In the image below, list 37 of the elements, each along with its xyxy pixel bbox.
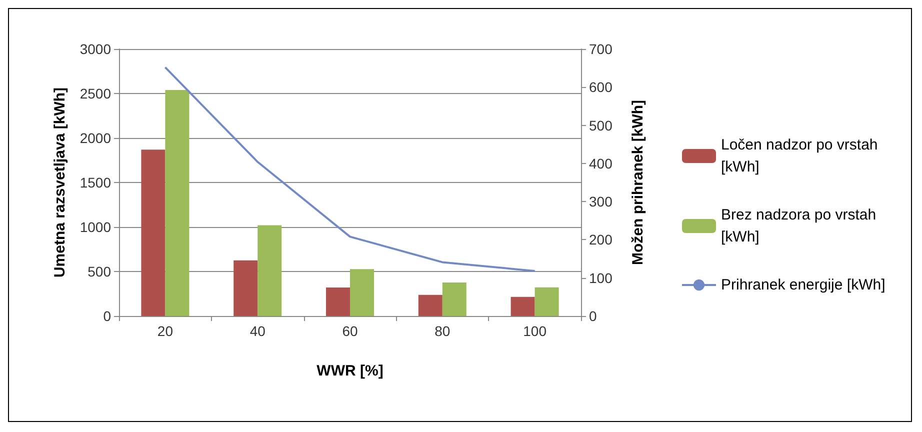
y2-tick-label: 300 <box>589 194 613 210</box>
legend-label: Ločen nadzor po vrstah [kWh] <box>721 136 882 176</box>
y-tick-label: 2500 <box>80 86 112 102</box>
y2-axis-title: Možen prihranek [kWh] <box>630 100 646 266</box>
y2-tick-label: 400 <box>589 155 613 172</box>
bar <box>510 296 535 316</box>
y-axis-title: Umetna razsvetljava [kWh] <box>51 87 68 278</box>
bar <box>165 90 190 316</box>
y-tick-label: 2000 <box>80 130 112 146</box>
legend-label: Brez nadzora po vrstah [kWh] <box>721 206 880 246</box>
y2-tick-label: 100 <box>589 270 613 286</box>
bar <box>258 225 282 316</box>
bar <box>141 150 166 316</box>
line-series <box>164 66 536 272</box>
x-tick-label: 60 <box>342 323 358 339</box>
bar <box>534 287 559 316</box>
x-tick-label: 40 <box>250 323 266 339</box>
y-tick-label: 3000 <box>80 41 112 57</box>
y-tick-label: 500 <box>88 264 112 280</box>
bar <box>234 260 258 316</box>
bar <box>442 282 466 316</box>
y2-tick-label: 500 <box>589 117 613 134</box>
y2-tick-label: 0 <box>589 308 597 324</box>
y-tick-label: 0 <box>103 308 112 324</box>
bar <box>418 294 442 316</box>
y-tick-label: 1000 <box>80 219 112 235</box>
y2-tick-label: 700 <box>589 41 613 57</box>
x-tick-label: 80 <box>434 323 450 339</box>
y-tick-label: 1500 <box>80 174 112 190</box>
legend-label: Prihranek energije [kWh] <box>721 276 886 294</box>
x-tick-label: 20 <box>157 323 174 339</box>
x-axis-title: WWR [%] <box>316 362 384 380</box>
y2-tick-label: 600 <box>589 79 613 96</box>
bar <box>350 269 374 316</box>
x-tick-label: 100 <box>523 323 547 339</box>
y2-tick-label: 200 <box>589 232 613 248</box>
bar <box>326 288 350 316</box>
